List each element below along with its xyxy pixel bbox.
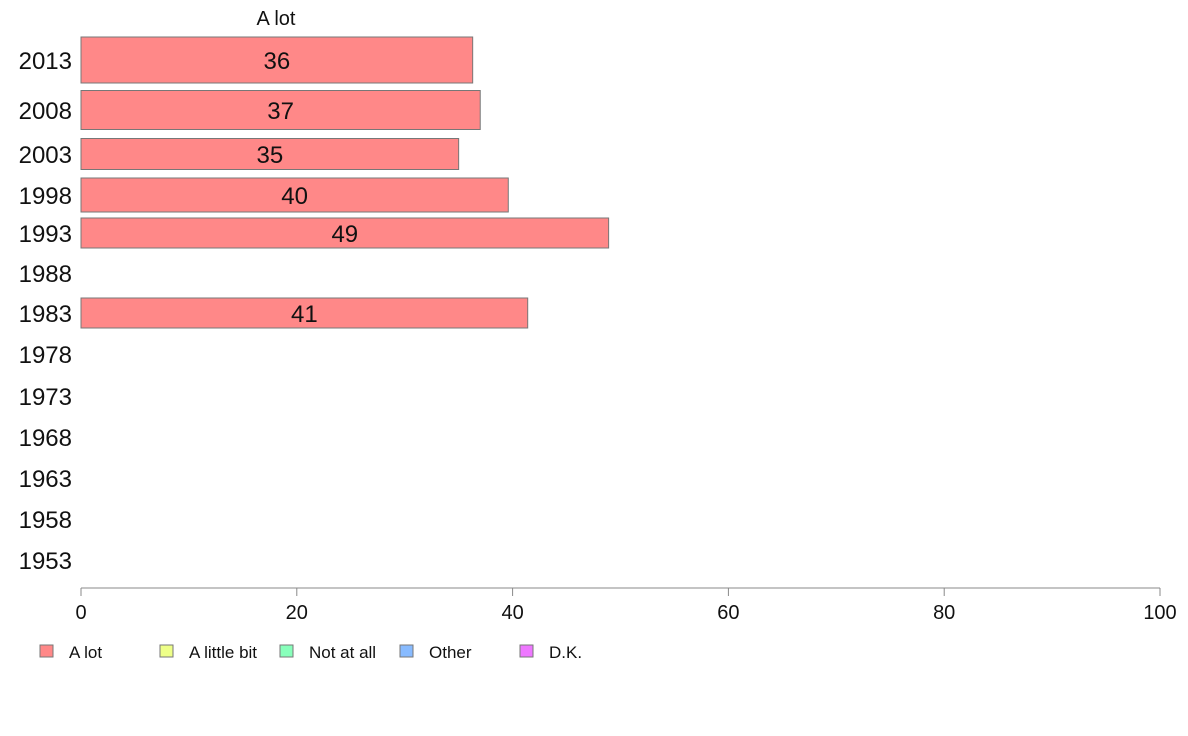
year-label-2013: 2013 bbox=[19, 48, 72, 75]
legend-swatch-a-little-bit bbox=[159, 644, 174, 658]
bar-value-labels: 36 37 35 40 49 41 bbox=[256, 48, 358, 328]
legend-label-not-at-all: Not at all bbox=[309, 643, 376, 662]
x-axis-ticks: 0 20 40 60 80 100 bbox=[75, 588, 1177, 624]
bar-2008 bbox=[80, 90, 481, 130]
year-axis-labels: 2013 2008 2003 1998 1993 1988 1983 1978 1973 1968… bbox=[19, 48, 72, 575]
bar-value-label-1993: 49 bbox=[331, 221, 358, 248]
year-label-1983: 1983 bbox=[19, 301, 72, 328]
chart-title: A lot bbox=[257, 8, 296, 30]
bar-2003 bbox=[80, 138, 460, 170]
bar-2013 bbox=[80, 36, 474, 84]
year-label-1993: 1993 bbox=[19, 221, 72, 248]
legend-label-a-little-bit: A little bit bbox=[189, 643, 257, 662]
year-label-1978: 1978 bbox=[19, 342, 72, 369]
year-label-2003: 2003 bbox=[19, 142, 72, 169]
year-label-1973: 1973 bbox=[19, 384, 72, 411]
legend: A lot A little bit Not at all Other D.K. bbox=[39, 643, 582, 662]
year-label-2008: 2008 bbox=[19, 98, 72, 125]
bar-value-label-1983: 41 bbox=[291, 301, 318, 328]
x-tick-label-60: 60 bbox=[717, 602, 739, 624]
year-label-1958: 1958 bbox=[19, 507, 72, 534]
bar-value-label-1998: 40 bbox=[281, 183, 308, 210]
legend-label-other: Other bbox=[429, 643, 472, 662]
bar-value-label-2008: 37 bbox=[267, 98, 294, 125]
bar-1993 bbox=[80, 217, 610, 249]
year-label-1998: 1998 bbox=[19, 183, 72, 210]
legend-label-d-k: D.K. bbox=[549, 643, 582, 662]
year-label-1968: 1968 bbox=[19, 425, 72, 452]
x-tick-label-0: 0 bbox=[75, 602, 86, 624]
bar-1983 bbox=[80, 297, 529, 329]
x-tick-label-20: 20 bbox=[286, 602, 308, 624]
bar-1998 bbox=[80, 177, 509, 213]
legend-swatch-other bbox=[399, 644, 414, 658]
legend-swatch-d-k bbox=[519, 644, 534, 658]
x-tick-label-40: 40 bbox=[501, 602, 523, 624]
x-tick-label-80: 80 bbox=[933, 602, 955, 624]
year-label-1963: 1963 bbox=[19, 466, 72, 493]
bars-group bbox=[80, 36, 610, 329]
x-tick-label-100: 100 bbox=[1143, 602, 1176, 624]
bar-value-label-2013: 36 bbox=[263, 48, 290, 75]
year-label-1953: 1953 bbox=[19, 548, 72, 575]
legend-label-a-lot: A lot bbox=[69, 643, 102, 662]
legend-swatch-a-lot bbox=[39, 644, 54, 658]
legend-swatch-not-at-all bbox=[279, 644, 294, 658]
year-label-1988: 1988 bbox=[19, 261, 72, 288]
bar-value-label-2003: 35 bbox=[256, 142, 283, 169]
